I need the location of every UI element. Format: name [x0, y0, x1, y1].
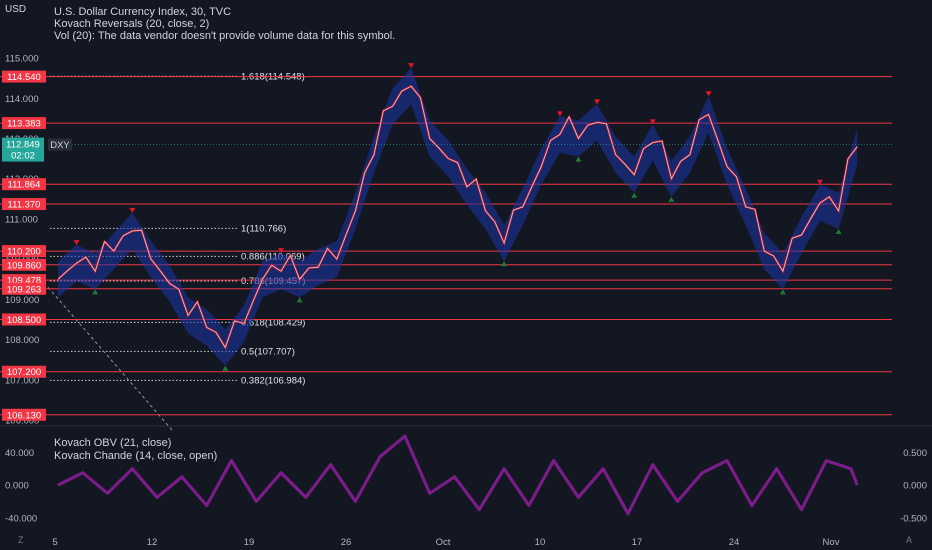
level-price-badge [2, 282, 46, 295]
down-reversal-marker [649, 119, 656, 125]
x-tick-label: 10 [535, 537, 546, 548]
down-reversal-marker [594, 99, 601, 105]
level-price-label: 107.200 [7, 367, 41, 378]
y-tick-label: 107.000 [5, 375, 39, 386]
level-price-label: 109.860 [7, 260, 41, 271]
level-price-badge [2, 178, 46, 191]
indicator-kovach-obv-label[interactable]: Kovach OBV (21, close) [54, 437, 172, 449]
price-line [57, 85, 858, 349]
indicator-kovach-chande-label[interactable]: Kovach Chande (14, close, open) [54, 450, 218, 462]
y-tick-label: 106.000 [5, 416, 39, 427]
level-price-label: 109.478 [7, 276, 41, 287]
x-tick-label: 24 [729, 537, 740, 548]
down-reversal-marker [556, 111, 563, 117]
level-price-badge [2, 117, 46, 130]
level-price-badge [2, 313, 46, 326]
fib-level-label: 0.5(107.707) [241, 346, 295, 357]
level-price-badge [2, 258, 46, 271]
up-reversal-marker [222, 365, 229, 371]
level-price-label: 111.370 [8, 200, 41, 211]
chart-title[interactable]: U.S. Dollar Currency Index, 30, TVC [54, 6, 232, 18]
indicator-kovach-reversals-label[interactable]: Kovach Reversals (20, close, 2) [54, 18, 210, 30]
x-tick-label: 26 [341, 537, 352, 548]
down-reversal-marker [278, 248, 285, 254]
x-tick-label: 19 [244, 537, 255, 548]
level-price-label: 114.540 [7, 72, 41, 83]
level-price-label: 111.864 [8, 180, 41, 191]
x-tick-label: Nov [823, 537, 840, 548]
currency-label: USD [5, 4, 27, 15]
x-tick-label: 5 [52, 537, 57, 548]
fib-level-label: 1(110.766) [241, 223, 286, 234]
y-tick-label: 114.000 [5, 94, 39, 105]
up-reversal-marker [296, 297, 303, 303]
y-tick-label: 108.000 [5, 335, 39, 346]
level-price-label: 113.383 [7, 119, 41, 130]
symbol-tag-label: DXY [50, 140, 70, 151]
oscillator-right-tick: 0.000 [903, 481, 927, 492]
down-reversal-marker [817, 179, 824, 185]
fib-level-label: 0.618(108.429) [241, 317, 305, 328]
up-reversal-marker [92, 289, 99, 295]
level-price-label: 110.200 [7, 247, 41, 258]
level-price-badge [2, 365, 46, 378]
up-reversal-marker [501, 261, 508, 267]
level-price-badge [2, 408, 46, 421]
countdown-label: 02:02 [11, 151, 35, 162]
current-price-badge [2, 137, 44, 162]
y-tick-label: 111.000 [5, 214, 38, 225]
up-reversal-marker [668, 196, 675, 202]
auto-scale-button[interactable]: A [906, 535, 913, 545]
oscillator-left-tick: 0.000 [5, 481, 29, 492]
fib-level-label: 0.382(106.984) [241, 375, 305, 386]
current-price-label: 112.849 [6, 140, 40, 151]
up-reversal-marker [835, 229, 842, 234]
up-reversal-marker [575, 156, 582, 162]
level-price-badge [2, 70, 46, 83]
level-price-badge [2, 198, 46, 211]
oscillator-right-tick: -0.500 [900, 513, 927, 524]
oscillator-right-tick: 0.500 [903, 448, 927, 459]
up-reversal-marker [779, 289, 786, 295]
level-price-label: 108.500 [7, 315, 41, 326]
down-reversal-marker [705, 91, 712, 97]
y-tick-label: 109.000 [5, 295, 39, 306]
x-tick-label: Oct [436, 537, 451, 548]
x-tick-label: 12 [147, 537, 158, 548]
oscillator-left-tick: -40.000 [5, 513, 37, 524]
down-reversal-marker [129, 207, 136, 213]
level-price-label: 106.130 [7, 410, 41, 421]
y-tick-label: 115.000 [5, 54, 39, 65]
indicator-volume-label[interactable]: Vol (20): The data vendor doesn't provid… [54, 30, 396, 42]
oscillator-left-tick: 40.000 [5, 448, 34, 459]
fib-trend-line [47, 286, 173, 431]
level-price-label: 109.263 [7, 284, 41, 295]
down-reversal-marker [408, 63, 415, 69]
x-tick-label: 17 [632, 537, 643, 548]
level-price-badge [2, 245, 46, 258]
zoom-z-button[interactable]: Z [18, 535, 24, 545]
symbol-tag [48, 138, 72, 151]
down-reversal-marker [73, 240, 80, 246]
oscillator-line [57, 434, 859, 516]
up-reversal-marker [631, 192, 638, 198]
